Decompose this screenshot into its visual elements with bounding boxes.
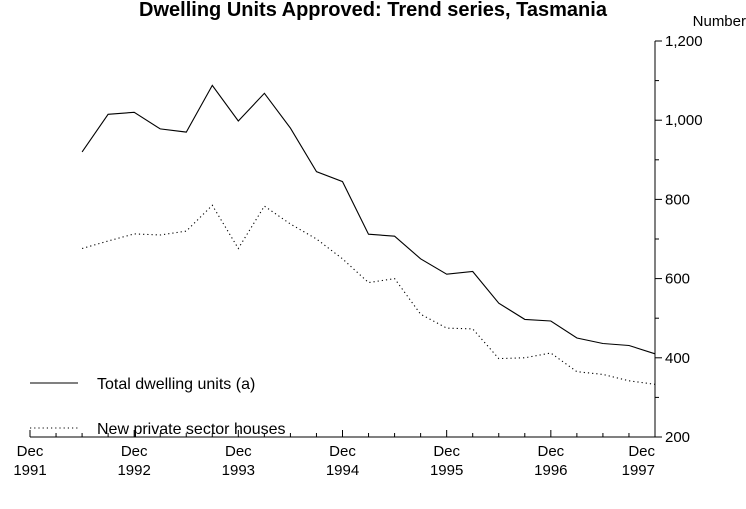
y-tick-label: 800 [665, 191, 690, 208]
x-tick-label-month: Dec [628, 443, 655, 460]
x-tick-label-month: Dec [17, 443, 44, 460]
x-tick-label-year: 1991 [13, 462, 46, 479]
x-tick-label-month: Dec [537, 443, 564, 460]
x-tick-label-year: 1994 [326, 462, 359, 479]
x-tick-label-year: 1995 [430, 462, 463, 479]
x-tick-label-month: Dec [329, 443, 356, 460]
y-axis-ticks: 200 400 600 800 1,000 1,200 [655, 33, 703, 446]
x-tick-label-month: Dec [121, 443, 148, 460]
x-tick-label-month: Dec [433, 443, 460, 460]
x-tick-label-year: 1993 [222, 462, 255, 479]
x-tick-label-year: 1996 [534, 462, 567, 479]
legend-label: Total dwelling units (a) [97, 376, 255, 393]
series-line-new-private-sector-houses [81, 204, 656, 385]
series-layer [81, 84, 656, 385]
series-line-total-dwelling-units [81, 84, 656, 355]
x-axis-ticks: Dec 1991 Dec 1992 Dec 1993 Dec 1994 Dec 1995 Dec 19… [13, 430, 656, 479]
y-tick-label: 1,000 [665, 112, 703, 129]
x-tick-label-year: 1997 [622, 462, 655, 479]
y-tick-label: 200 [665, 429, 690, 446]
y-axis-label: Number [693, 13, 746, 30]
x-tick-label-year: 1992 [117, 462, 150, 479]
legend: Total dwelling units (a) New private sect… [30, 376, 286, 438]
y-tick-label: 1,200 [665, 33, 703, 50]
x-tick-label-month: Dec [225, 443, 252, 460]
legend-label: New private sector houses [97, 421, 286, 438]
chart-title: Dwelling Units Approved: Trend series, T… [139, 0, 608, 21]
y-tick-label: 600 [665, 271, 690, 288]
y-tick-label: 400 [665, 350, 690, 367]
